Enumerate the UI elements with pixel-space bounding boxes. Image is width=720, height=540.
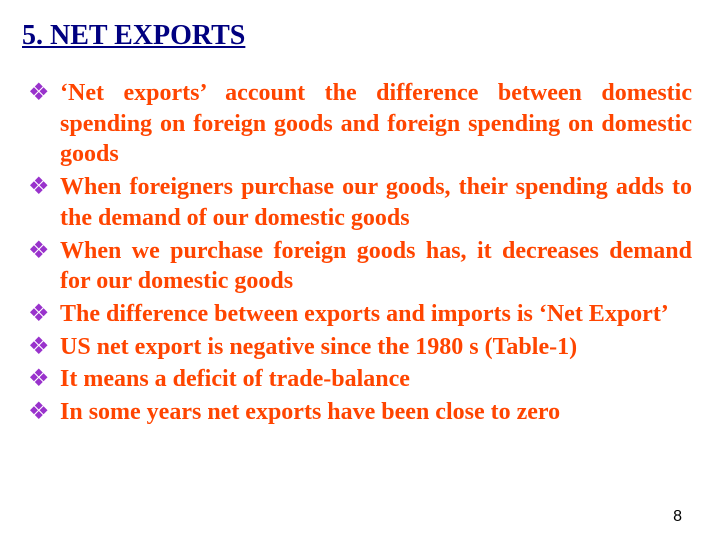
diamond-bullet-icon: ❖ xyxy=(28,332,50,363)
list-item: ❖ US net export is negative since the 198… xyxy=(28,332,692,363)
list-item: ❖ In some years net exports have been clo… xyxy=(28,397,692,428)
list-item-text: US net export is negative since the 1980… xyxy=(60,334,577,360)
list-item-text: The difference between exports and impor… xyxy=(60,301,669,327)
list-item: ❖ The difference between exports and impo… xyxy=(28,299,692,330)
list-item: ❖ It means a deficit of trade-balance xyxy=(28,364,692,395)
list-item-text: It means a deficit of trade-balance xyxy=(60,366,410,392)
list-item-text: In some years net exports have been clos… xyxy=(60,399,560,425)
diamond-bullet-icon: ❖ xyxy=(28,78,50,109)
page-number: 8 xyxy=(673,508,682,526)
diamond-bullet-icon: ❖ xyxy=(28,299,50,330)
list-item-text: ‘Net exports’ account the difference bet… xyxy=(60,80,692,167)
diamond-bullet-icon: ❖ xyxy=(28,172,50,203)
list-item: ❖ ‘Net exports’ account the difference be… xyxy=(28,78,692,170)
page-title: 5. NET EXPORTS xyxy=(22,20,692,52)
list-item: ❖ When we purchase foreign goods has, it … xyxy=(28,236,692,297)
diamond-bullet-icon: ❖ xyxy=(28,364,50,395)
list-item: ❖ When foreigners purchase our goods, the… xyxy=(28,172,692,233)
list-item-text: When we purchase foreign goods has, it d… xyxy=(60,238,692,295)
bullet-list: ❖ ‘Net exports’ account the difference be… xyxy=(28,78,692,428)
diamond-bullet-icon: ❖ xyxy=(28,236,50,267)
diamond-bullet-icon: ❖ xyxy=(28,397,50,428)
list-item-text: When foreigners purchase our goods, thei… xyxy=(60,174,692,231)
